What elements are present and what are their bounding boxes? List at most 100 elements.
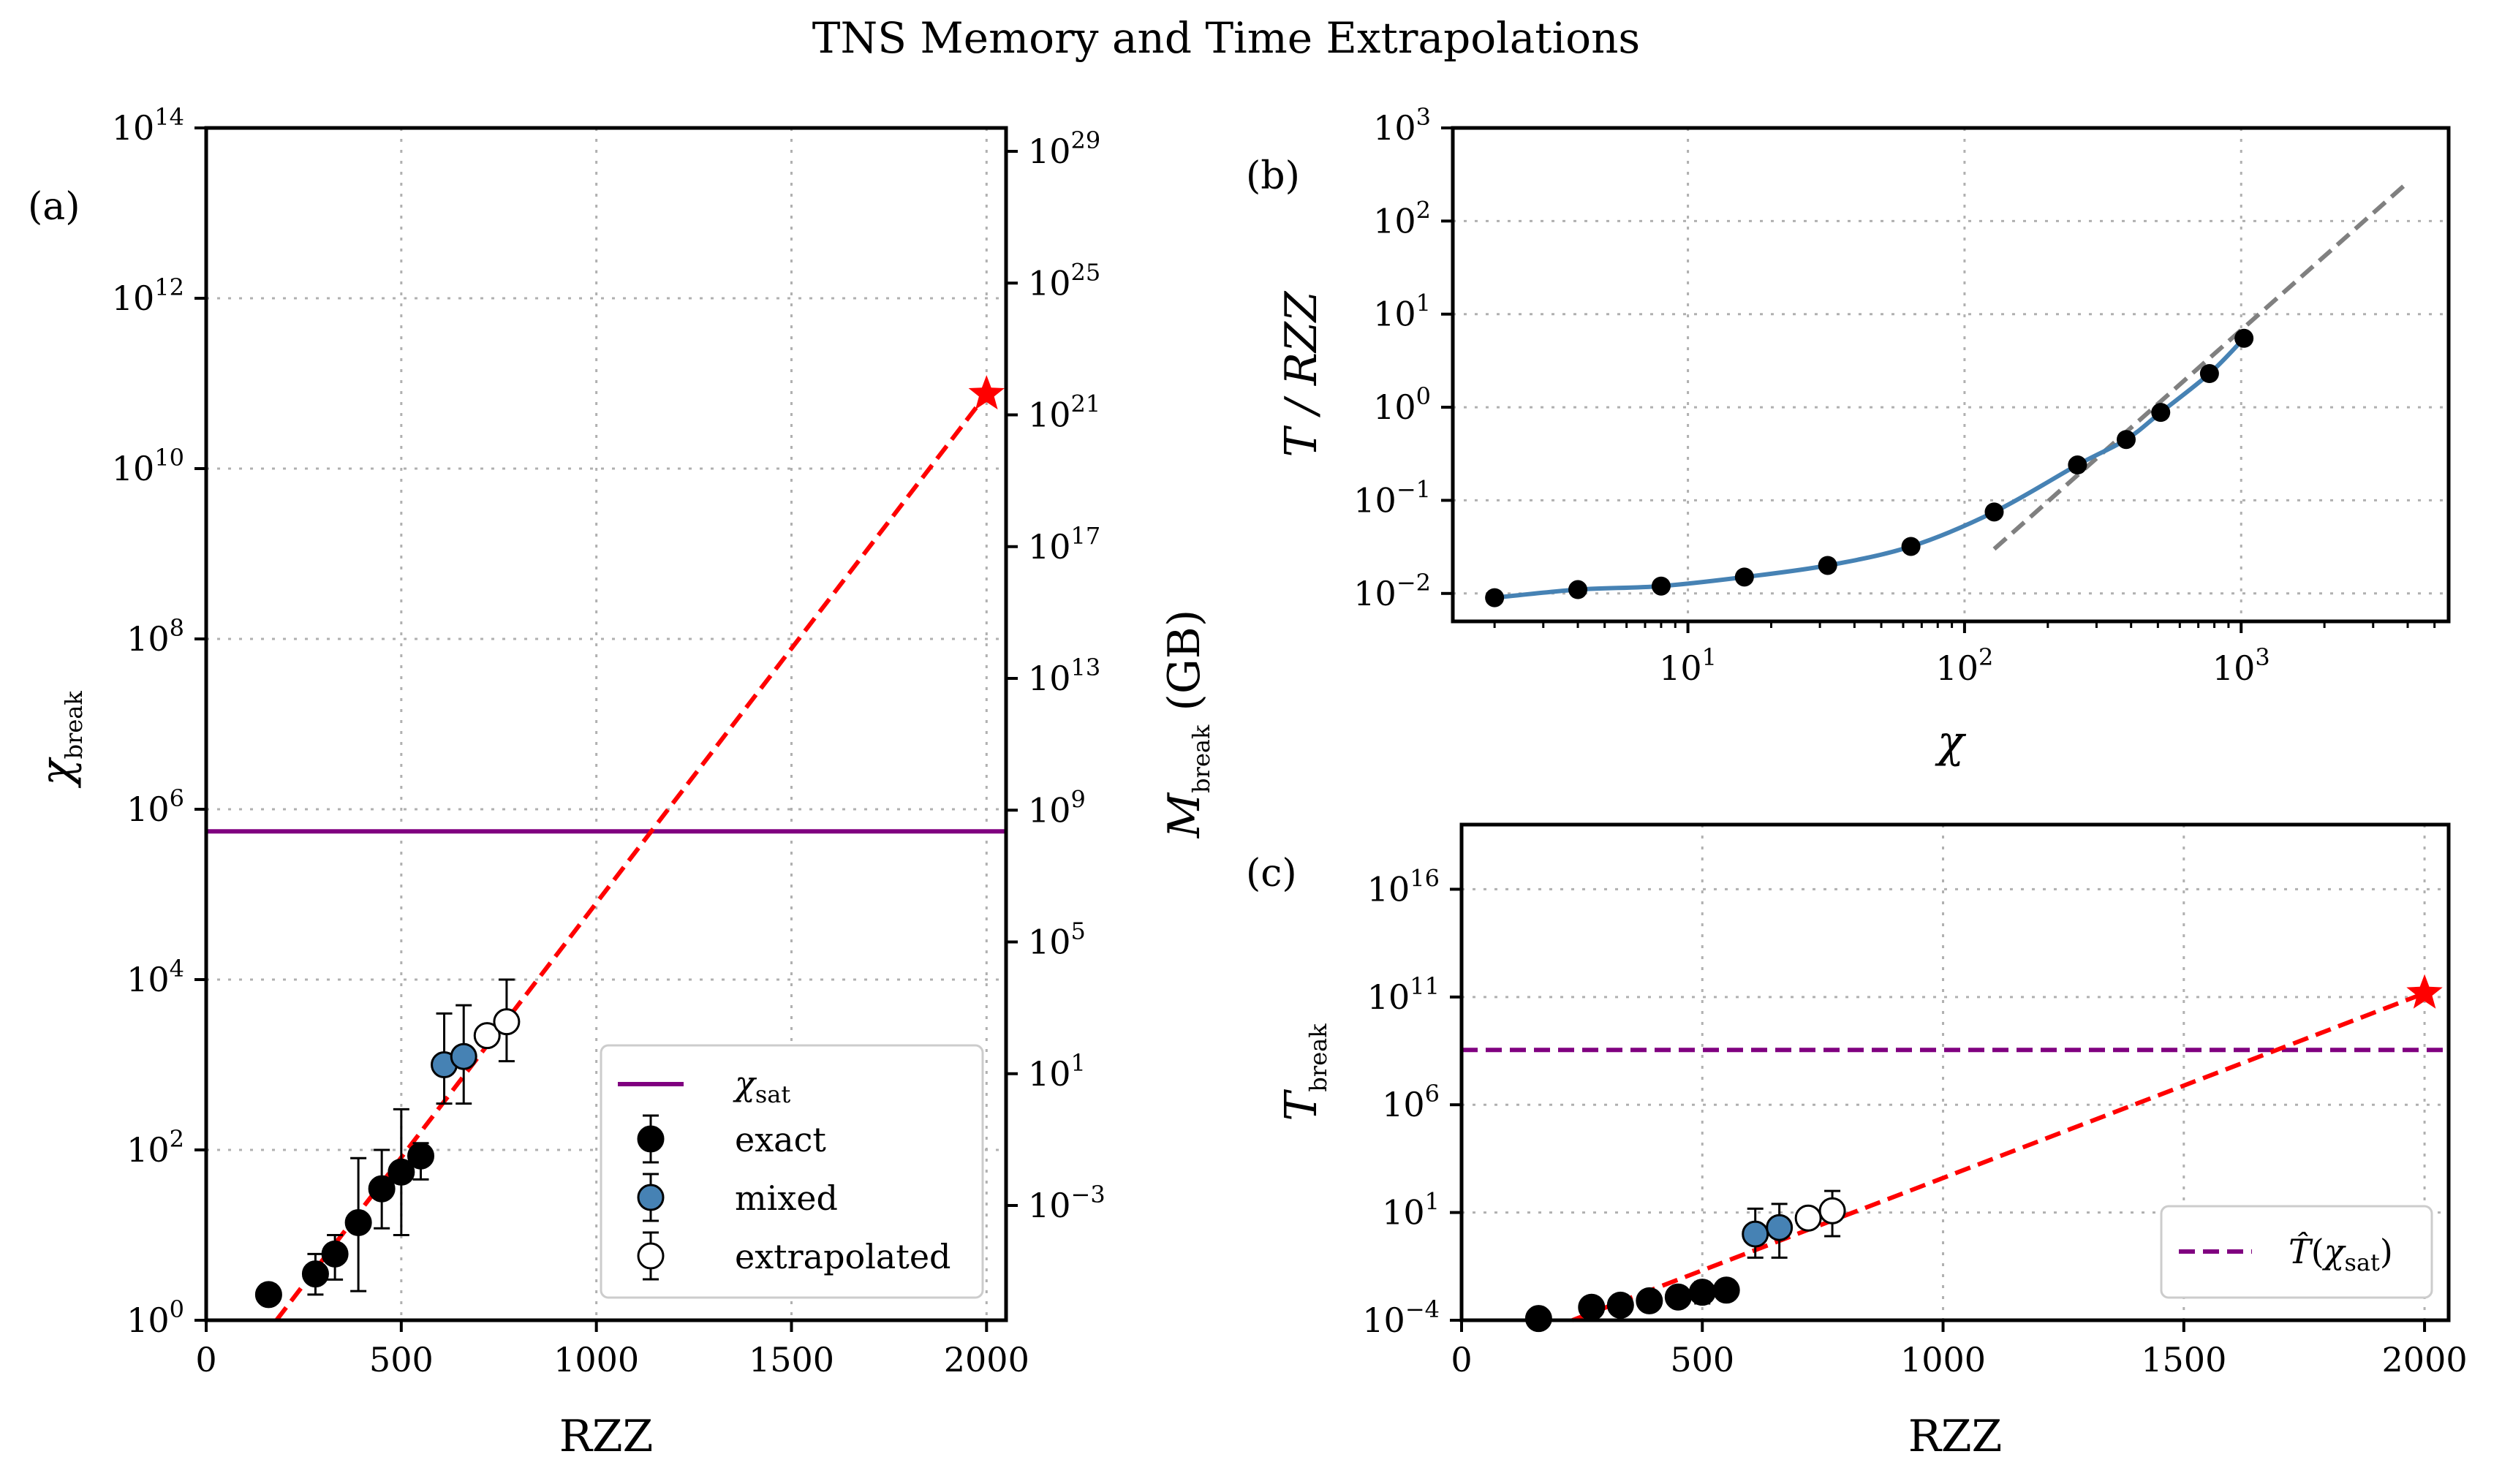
plot-frame	[1459, 822, 2451, 1322]
data-point	[2068, 455, 2087, 475]
panel-c: (c) 0 500 1000 1500 2000 10−4 101 106 1011 1016 R…	[1246, 822, 2468, 1462]
panel-a: (a) 0 500 1000 1500 2000 100 102 104 106 108 1010 1…	[28, 103, 1215, 1462]
legend-mixed-label: mixed	[735, 1178, 838, 1218]
legend-box	[2160, 1205, 2433, 1299]
data-point	[1485, 588, 1505, 607]
data-point	[2151, 403, 2171, 423]
exact-point	[321, 1240, 349, 1268]
y-tick-label: 1014	[112, 103, 184, 148]
data-point	[1984, 502, 2004, 522]
x-tick-label: 101	[1659, 643, 1717, 688]
plot-frame	[1451, 126, 2451, 624]
exact-point	[1712, 1276, 1740, 1304]
legend-box	[600, 1044, 984, 1299]
plot-frame	[204, 126, 1008, 1322]
x-axis-label: χ	[1935, 716, 1967, 768]
exact-point	[1664, 1283, 1692, 1311]
x-tick-label: 1000	[1900, 1340, 1986, 1379]
exact-point	[1688, 1279, 1716, 1306]
exact-point	[407, 1142, 435, 1170]
y-tick-label: 1016	[1367, 864, 1440, 909]
data-point	[1901, 537, 1921, 556]
extrapolated-point	[1794, 1204, 1822, 1232]
extrapolated-point	[493, 1008, 521, 1036]
legend-extrapolated-label: extrapolated	[735, 1237, 951, 1276]
exact-point	[301, 1260, 329, 1288]
x-tick-label: 0	[195, 1340, 216, 1379]
y-tick-label: 1012	[112, 273, 184, 318]
figure-title: TNS Memory and Time Extrapolations	[812, 13, 1640, 63]
right-y-tick-label: 1029	[1028, 126, 1100, 171]
exact-point	[344, 1208, 372, 1236]
legend-extrapolated-marker	[637, 1242, 665, 1270]
asymptote-line	[1992, 181, 2410, 551]
right-y-axis-label: Mbreak (GB)	[1159, 610, 1215, 839]
panel-b-label: (b)	[1246, 154, 1300, 198]
y-tick-label: 100	[1373, 382, 1431, 427]
legend-mixed-marker	[637, 1184, 665, 1211]
right-y-tick-label: 109	[1028, 785, 1086, 830]
panel-c-label: (c)	[1246, 852, 1297, 896]
y-axis-label: T / RZZ	[1276, 290, 1327, 457]
extrapolated-point	[1818, 1197, 1846, 1224]
y-tick-label: 108	[126, 614, 184, 659]
y-tick-label: 1011	[1367, 972, 1440, 1017]
exact-point	[368, 1175, 396, 1203]
y-tick-label: 1010	[112, 444, 184, 488]
y-tick-label: 104	[126, 955, 184, 999]
x-tick-label: 103	[2212, 643, 2270, 688]
data-point	[1651, 576, 1671, 596]
y-axis-label: χbreak	[31, 691, 88, 789]
panel-b: (b) 101 102 103 10−2 10−1 100 101 102 103 χ T / …	[1246, 103, 2451, 768]
data-point	[2234, 328, 2254, 348]
x-tick-label: 500	[1670, 1340, 1734, 1379]
y-tick-label: 100	[126, 1295, 184, 1340]
y-tick-label: 10−2	[1353, 569, 1431, 613]
x-axis-label: RZZ	[1908, 1411, 2003, 1462]
y-tick-label: 106	[1382, 1080, 1440, 1124]
data-point	[1818, 556, 1837, 575]
fit-line	[1571, 991, 2426, 1322]
y-tick-label: 10−1	[1353, 475, 1431, 520]
exact-point	[1578, 1293, 1606, 1321]
legend-tsat-label: T̂(χsat)	[2289, 1232, 2393, 1276]
extrapolation-star	[2406, 974, 2443, 1009]
mixed-point	[1742, 1220, 1769, 1248]
right-y-tick-label: 101	[1028, 1049, 1086, 1094]
legend: T̂(χsat)	[2160, 1205, 2433, 1299]
legend-exact-label: exact	[735, 1120, 826, 1159]
legend-exact-marker	[637, 1125, 665, 1153]
right-y-tick-label: 10−3	[1028, 1181, 1106, 1225]
x-tick-label: 1500	[2141, 1340, 2226, 1379]
mixed-point	[450, 1042, 477, 1070]
right-y-tick-label: 1025	[1028, 258, 1100, 303]
x-tick-label: 2000	[944, 1340, 1029, 1379]
data-point	[2116, 430, 2136, 450]
x-tick-label: 1000	[553, 1340, 639, 1379]
y-axis-label: Tbreak	[1276, 1023, 1332, 1121]
right-y-tick-label: 1013	[1028, 654, 1100, 698]
y-tick-label: 101	[1373, 289, 1431, 334]
legend: χsat exact mixed extrapolated	[600, 1044, 984, 1299]
right-y-tick-label: 1021	[1028, 390, 1100, 435]
exact-point	[388, 1158, 415, 1186]
y-tick-label: 102	[126, 1125, 184, 1170]
panel-a-label: (a)	[28, 185, 80, 229]
data-point	[1568, 580, 1588, 599]
x-tick-label: 2000	[2382, 1340, 2468, 1379]
x-tick-label: 0	[1451, 1340, 1472, 1379]
y-tick-label: 103	[1373, 103, 1431, 148]
y-tick-label: 10−4	[1362, 1295, 1440, 1340]
data-point	[1734, 567, 1754, 587]
x-axis-label: RZZ	[559, 1411, 654, 1462]
mixed-point	[1766, 1214, 1794, 1241]
extrapolation-star	[968, 375, 1005, 410]
y-tick-label: 106	[126, 784, 184, 829]
exact-point	[1606, 1291, 1634, 1319]
exact-point	[254, 1281, 282, 1309]
data-point	[2199, 364, 2219, 384]
right-y-tick-label: 105	[1028, 917, 1086, 962]
right-y-tick-label: 1017	[1028, 522, 1100, 567]
extrapolated-point	[473, 1022, 501, 1050]
